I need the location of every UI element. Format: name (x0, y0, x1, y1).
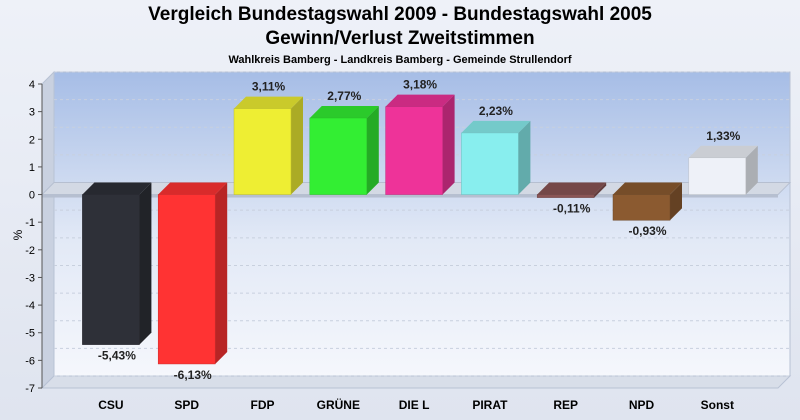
bar-front (309, 117, 368, 195)
bar-side (291, 96, 303, 195)
bar-front (385, 106, 443, 195)
bar-front (688, 157, 747, 195)
chart-title: Vergleich Bundestagswahl 2009 - Bundesta… (148, 4, 652, 25)
data-label: -6,13% (174, 368, 212, 382)
bar-side (139, 182, 152, 345)
y-tick-label: -7 (25, 383, 35, 395)
bar-spd (157, 182, 228, 365)
x-tick-label: PIRAT (472, 398, 508, 412)
bar-top (688, 145, 758, 158)
x-tick-label: NPD (629, 398, 655, 412)
bar-top (613, 182, 682, 195)
zero-plane-edge (42, 194, 778, 198)
data-label: -0,11% (553, 202, 591, 216)
bar-top (385, 94, 455, 107)
x-tick-label: DIE L (399, 398, 430, 412)
bar-side (594, 182, 607, 198)
y-tick-label: -6 (25, 355, 35, 367)
bar-top (82, 182, 152, 195)
y-axis-label: % (11, 229, 25, 240)
data-label: 3,11% (252, 80, 286, 94)
bar-top (158, 182, 228, 195)
bar-front (233, 108, 292, 195)
bar-front (82, 194, 140, 345)
chart-caption: Wahlkreis Bamberg - Landkreis Bamberg - … (228, 54, 572, 66)
bar-front (461, 132, 519, 195)
bar-pirat (461, 120, 531, 195)
bar-rep (536, 182, 607, 198)
bar-grüne (309, 105, 379, 195)
data-label: -0,93% (628, 224, 666, 238)
data-label: -5,43% (98, 349, 136, 363)
bar-npd (612, 182, 682, 221)
data-label: 2,23% (479, 104, 513, 118)
bar-side (442, 94, 455, 195)
x-tick-label: SPD (174, 398, 199, 412)
bar-front (612, 194, 671, 221)
bar-front (536, 194, 595, 198)
y-tick-label: -3 (25, 272, 35, 284)
bar-top (309, 105, 379, 118)
y-tick-label: 3 (29, 107, 35, 119)
y-tick-label: 4 (29, 79, 35, 91)
bar-csu (82, 182, 152, 345)
bar-top (461, 120, 531, 133)
bar-side (670, 182, 682, 221)
y-tick-label: -2 (25, 245, 35, 257)
bar-side (745, 145, 758, 195)
x-tick-label: GRÜNE (317, 397, 360, 412)
bar-side (366, 105, 379, 195)
bar-top (537, 182, 607, 195)
x-tick-label: FDP (251, 398, 275, 412)
data-label: 2,77% (327, 89, 361, 103)
y-tick-label: 0 (29, 190, 35, 202)
bar-side (518, 120, 531, 195)
x-tick-label: Sonst (701, 398, 734, 412)
y-tick-label: -4 (25, 300, 35, 312)
x-tick-label: CSU (98, 398, 123, 412)
bar-die-l (385, 94, 455, 195)
x-tick-label: REP (553, 398, 578, 412)
y-tick-label: -1 (25, 217, 35, 229)
bar-fdp (233, 96, 303, 195)
y-tick-label: -5 (25, 328, 35, 340)
bar-sonst (688, 145, 758, 195)
bar-top (234, 96, 303, 109)
bar-side (215, 182, 228, 364)
bar-front (157, 194, 216, 365)
data-label: 3,18% (403, 78, 437, 92)
plot-floor (40, 375, 792, 389)
y-tick-label: 1 (29, 162, 35, 174)
chart-subtitle: Gewinn/Verlust Zweitstimmen (265, 28, 535, 49)
plot-side-wall (41, 70, 55, 390)
data-label: 1,33% (706, 129, 740, 143)
y-tick-label: 2 (29, 134, 35, 146)
